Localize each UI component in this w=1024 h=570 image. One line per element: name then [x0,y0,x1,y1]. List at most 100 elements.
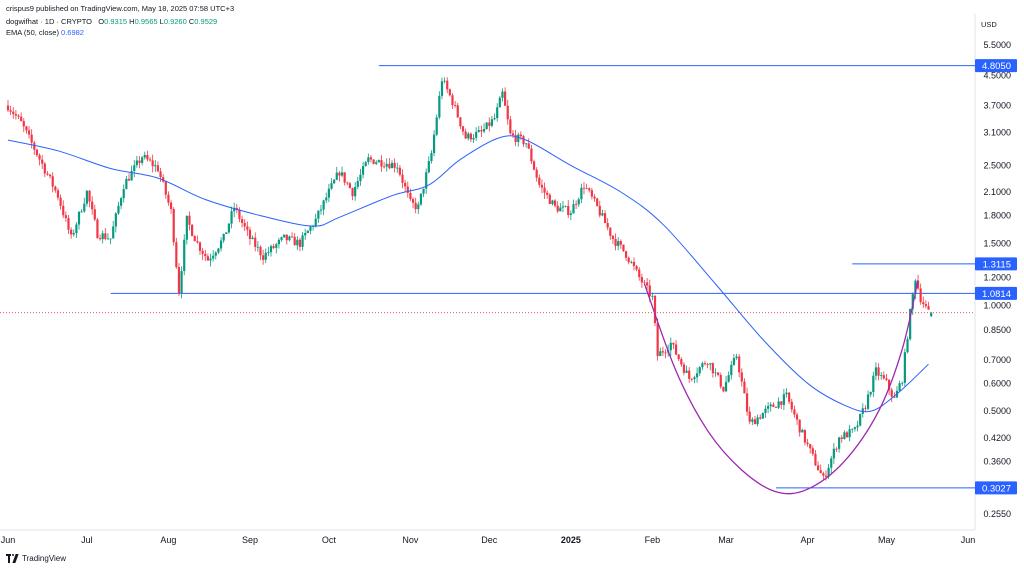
x-tick-label: Jun [1,535,16,545]
candle-body [322,200,325,210]
candle-body [419,193,423,205]
candle-body [572,204,575,214]
candle-body [751,419,754,422]
candle-body [214,252,217,256]
footer-brand[interactable]: TradingView [6,554,66,563]
candle-body [325,197,328,201]
level-badge [975,59,1017,73]
candle-body [664,352,667,354]
candle-body [546,192,549,195]
candle-body [661,351,665,353]
candle-body [130,171,133,181]
candle-body [319,209,323,211]
candle-body [464,131,467,139]
candle-body [761,413,764,419]
candle-body [233,207,236,212]
candle-body [517,134,520,143]
level-badge [975,286,1017,300]
x-tick-label: 2025 [561,535,581,545]
candle-body [793,409,796,415]
candle-body [193,235,196,242]
y-tick-label: 5.5000 [983,40,1011,50]
candle-body [617,241,620,246]
candle-body [314,218,317,227]
candle-body [51,176,54,187]
close-value: 0.9529 [194,17,218,26]
candle-body [769,404,772,407]
candle-body [70,229,73,235]
candle-body [680,359,683,365]
candle-body [601,213,604,216]
candle-body [525,143,528,145]
candle-body [356,181,359,187]
candle-body [735,356,738,359]
candle-body [414,202,417,210]
candle-body [106,238,110,240]
candle-body [6,105,10,111]
candle-body [887,379,891,390]
tradingview-logo-icon [6,554,19,563]
x-tick-label: Dec [481,535,498,545]
level-badge-label: 1.3115 [983,259,1011,270]
candle-body [127,178,131,181]
candle-body [372,159,375,164]
candle-body [230,211,233,224]
candle-body [559,207,562,212]
candle-body [714,372,717,374]
candle-body [840,437,843,440]
symbol-name[interactable]: dogwifhat · 1D · CRYPTO [6,17,93,26]
candle-body [304,233,307,236]
candle-body [874,367,878,376]
candle-body [54,186,57,191]
candle-body [803,429,807,443]
low-label: L [159,17,164,26]
candle-body [461,126,465,132]
candle-body [706,364,709,366]
candle-body [27,130,31,135]
candles-layer [6,77,933,481]
candle-body [811,448,814,454]
candle-body [67,218,70,230]
candle-body [914,280,917,295]
candle-body [738,356,741,373]
candle-body [219,240,223,249]
candle-body [151,160,154,167]
candle-body [774,406,778,408]
candle-body [848,429,851,438]
candle-body [183,239,186,272]
candle-body [393,162,396,168]
candle-body [669,342,672,351]
candle-body [93,209,96,220]
candle-body [498,97,501,108]
candle-body [9,110,12,112]
candle-body [383,166,386,168]
candle-body [606,223,609,228]
candle-body [611,235,615,239]
candle-body [798,419,801,433]
candle-body [795,414,799,420]
candle-body [753,419,757,425]
candle-body [496,107,499,119]
candle-body [632,261,636,267]
candle-body [724,381,728,392]
candle-body [104,233,107,239]
currency-label: USD [981,20,997,29]
candle-body [240,219,244,223]
candle-body [614,238,617,246]
candle-body [511,133,515,136]
candle-body [91,201,94,210]
candle-body [309,226,312,231]
candle-body [640,277,643,283]
candle-body [767,406,770,409]
candle-body [338,172,341,176]
candle-body [30,134,33,143]
candle-body [630,261,633,263]
candle-body [567,205,570,215]
ema-line [7,135,929,413]
candle-body [417,204,420,210]
candle-body [688,370,691,379]
ema-row[interactable]: EMA (50, close) 0.6982 [6,27,217,38]
candle-body [553,200,557,206]
candle-body [638,269,641,278]
